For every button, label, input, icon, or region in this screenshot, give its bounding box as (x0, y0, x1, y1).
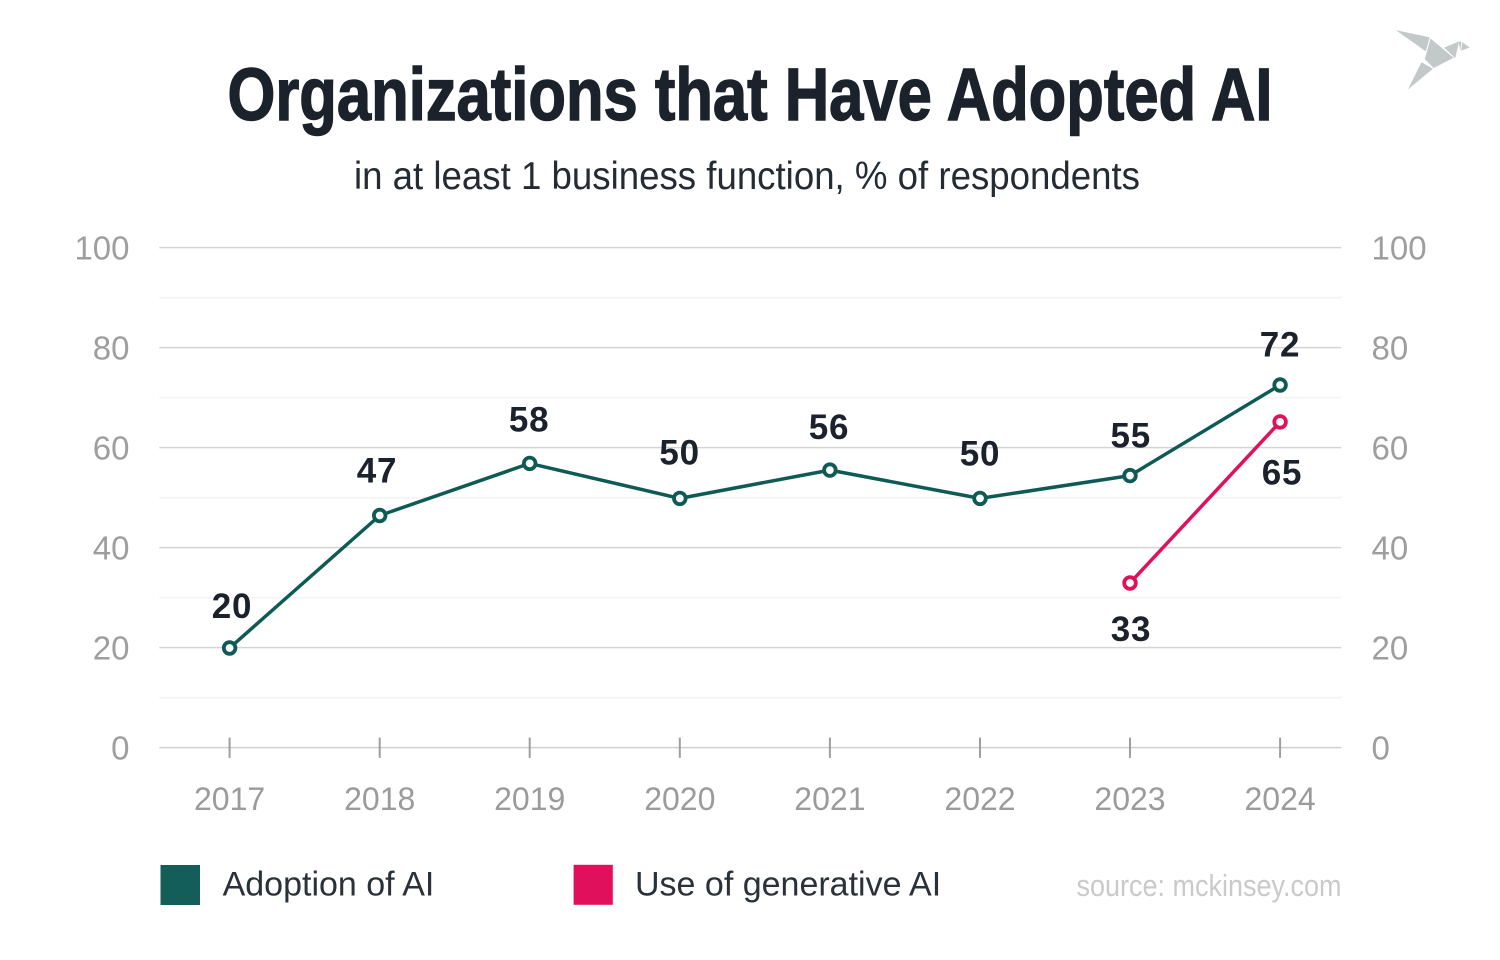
svg-text:55: 55 (1111, 417, 1152, 456)
svg-text:60: 60 (1372, 430, 1409, 467)
svg-text:20: 20 (1372, 630, 1409, 667)
svg-text:100: 100 (1372, 230, 1427, 267)
svg-text:2024: 2024 (1245, 781, 1316, 817)
svg-text:2017: 2017 (194, 781, 265, 817)
svg-text:2019: 2019 (494, 781, 565, 817)
svg-text:Organizations that Have Adopte: Organizations that Have Adopted AI (228, 53, 1273, 136)
svg-text:2018: 2018 (344, 781, 415, 817)
svg-text:Use of generative AI: Use of generative AI (635, 866, 941, 904)
svg-text:80: 80 (1372, 330, 1409, 367)
svg-text:72: 72 (1260, 325, 1301, 364)
svg-text:40: 40 (1372, 530, 1409, 567)
svg-text:100: 100 (74, 230, 129, 267)
svg-text:0: 0 (1372, 730, 1390, 767)
svg-text:80: 80 (93, 330, 130, 367)
svg-text:50: 50 (960, 434, 1001, 473)
svg-text:33: 33 (1111, 610, 1152, 649)
svg-text:2022: 2022 (944, 781, 1015, 817)
svg-text:0: 0 (111, 730, 129, 767)
svg-text:source: mckinsey.com: source: mckinsey.com (1077, 868, 1342, 903)
svg-text:58: 58 (509, 400, 550, 439)
svg-text:50: 50 (659, 433, 700, 472)
svg-text:2021: 2021 (794, 781, 865, 817)
svg-text:20: 20 (93, 630, 130, 667)
svg-text:2023: 2023 (1094, 781, 1165, 817)
svg-text:60: 60 (93, 430, 130, 467)
svg-text:20: 20 (212, 587, 253, 626)
svg-text:2020: 2020 (644, 781, 715, 817)
svg-text:56: 56 (809, 408, 850, 447)
svg-text:Adoption of AI: Adoption of AI (223, 866, 435, 904)
svg-text:40: 40 (93, 530, 130, 567)
svg-text:65: 65 (1262, 454, 1303, 493)
svg-text:in at least 1 business functio: in at least 1 business function, % of re… (354, 155, 1140, 198)
svg-text:47: 47 (357, 452, 398, 491)
